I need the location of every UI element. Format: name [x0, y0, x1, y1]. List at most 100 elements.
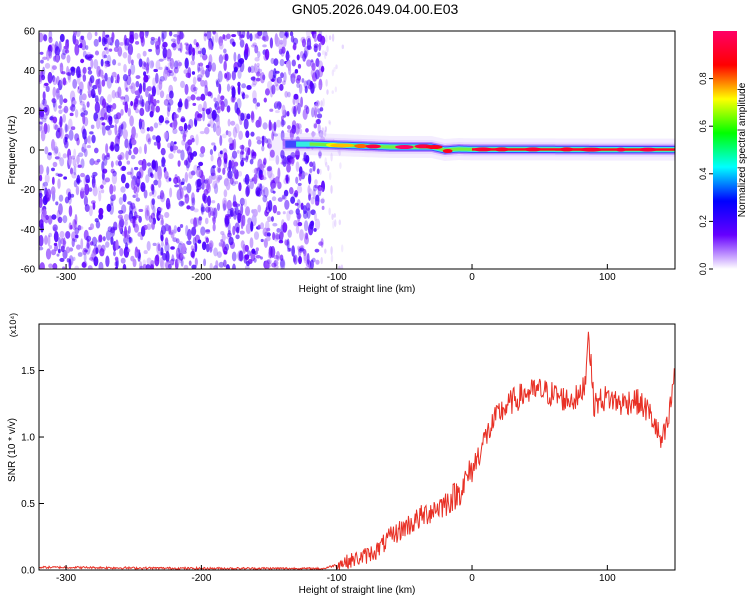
noise-speckle [180, 259, 184, 267]
noise-speckle [193, 217, 197, 229]
noise-speckle [234, 180, 239, 185]
noise-speckle [303, 220, 309, 232]
noise-speckle [158, 115, 165, 124]
noise-speckle [94, 95, 99, 103]
noise-speckle [221, 197, 228, 210]
noise-speckle [170, 38, 177, 42]
noise-speckle [300, 96, 303, 108]
noise-speckle [288, 247, 292, 252]
noise-speckle [80, 58, 85, 64]
noise-speckle [227, 208, 233, 218]
noise-speckle [82, 104, 86, 113]
noise-speckle [232, 41, 236, 47]
noise-speckle [98, 261, 104, 269]
noise-speckle [330, 246, 333, 255]
noise-speckle [306, 59, 312, 67]
noise-speckle [168, 263, 172, 269]
noise-speckle [102, 168, 108, 174]
noise-speckle [314, 184, 319, 189]
noise-speckle [150, 60, 155, 68]
noise-speckle [170, 258, 176, 262]
noise-speckle [232, 194, 237, 207]
noise-speckle [105, 47, 110, 55]
noise-speckle [211, 200, 216, 204]
noise-speckle [261, 176, 267, 181]
noise-speckle [296, 74, 302, 81]
noise-speckle [244, 244, 249, 252]
noise-speckle [331, 90, 334, 94]
figure-title: GN05.2026.049.04.00.E03 [291, 1, 459, 17]
noise-speckle [160, 147, 166, 156]
noise-speckle [160, 259, 165, 269]
noise-speckle [243, 198, 248, 208]
noise-speckle [152, 135, 157, 140]
noise-speckle [168, 71, 175, 77]
x-tick-label: 100 [599, 272, 616, 283]
noise-speckle [64, 49, 70, 54]
noise-speckle [70, 193, 75, 198]
noise-speckle [176, 176, 181, 184]
noise-speckle [102, 236, 106, 242]
noise-speckle [145, 31, 150, 37]
noise-speckle [255, 71, 261, 77]
noise-speckle [315, 100, 320, 107]
noise-speckle [159, 90, 165, 99]
noise-speckle [338, 264, 342, 269]
noise-speckle [130, 59, 134, 65]
noise-speckle [302, 53, 307, 62]
noise-speckle [186, 145, 192, 156]
noise-speckle [165, 66, 169, 71]
noise-speckle [320, 180, 326, 193]
noise-speckle [284, 199, 290, 210]
noise-speckle [147, 167, 153, 178]
noise-speckle [164, 65, 168, 75]
noise-speckle [237, 109, 242, 117]
colorbar-label: Normalized spectral amplitude [737, 82, 748, 217]
noise-speckle [324, 50, 327, 60]
noise-speckle [173, 76, 178, 82]
noise-speckle [187, 124, 191, 131]
x-tick-label: -300 [56, 272, 76, 283]
noise-speckle [213, 145, 217, 152]
noise-speckle [159, 189, 165, 200]
noise-speckle [317, 52, 321, 57]
noise-speckle [270, 187, 274, 194]
noise-speckle [215, 175, 221, 184]
noise-speckle [201, 231, 205, 236]
noise-speckle [303, 253, 307, 264]
noise-speckle [53, 100, 58, 112]
noise-speckle [258, 116, 262, 128]
noise-speckle [46, 166, 50, 175]
noise-speckle [184, 131, 188, 136]
noise-speckle [110, 168, 115, 174]
noise-speckle [57, 248, 61, 254]
noise-speckle [239, 230, 245, 235]
noise-speckle [92, 171, 98, 177]
noise-speckle [66, 54, 71, 64]
noise-speckle [75, 185, 80, 196]
noise-speckle [93, 160, 100, 165]
noise-speckle [261, 189, 265, 197]
noise-speckle [79, 42, 83, 49]
noise-speckle [133, 185, 137, 194]
noise-speckle [264, 88, 270, 96]
noise-speckle [169, 187, 173, 198]
noise-speckle [318, 151, 322, 157]
noise-speckle [273, 133, 279, 137]
noise-speckle [319, 168, 322, 175]
noise-speckle [76, 66, 81, 79]
noise-speckle [303, 249, 308, 262]
noise-speckle [313, 82, 317, 89]
noise-speckle [251, 214, 257, 227]
noise-speckle [89, 223, 95, 230]
noise-speckle [72, 157, 77, 167]
noise-speckle [65, 231, 71, 239]
signal-peak [330, 143, 355, 148]
noise-speckle [262, 44, 267, 48]
noise-speckle [122, 51, 128, 59]
noise-speckle [164, 170, 169, 180]
noise-speckle [246, 85, 252, 90]
noise-speckle [167, 62, 173, 67]
noise-speckle [57, 173, 63, 177]
noise-speckle [64, 139, 69, 149]
